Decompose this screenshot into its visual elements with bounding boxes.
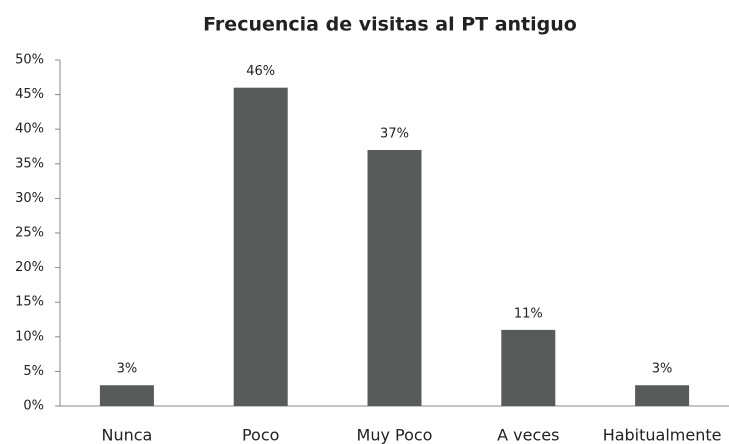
data-label: 37% — [380, 126, 409, 141]
data-label: 3% — [652, 362, 673, 377]
y-tick-label: 25% — [15, 226, 44, 241]
x-tick-label: A veces — [497, 426, 559, 444]
y-tick-label: 0% — [23, 399, 44, 414]
chart-title: Frecuencia de visitas al PT antiguo — [203, 14, 577, 36]
bar — [635, 385, 690, 406]
y-tick-label: 15% — [15, 295, 44, 310]
data-label: 3% — [117, 362, 138, 377]
y-tick-label: 40% — [15, 122, 44, 137]
bar — [501, 329, 556, 406]
bar — [367, 149, 422, 406]
x-tick-label: Poco — [242, 426, 279, 444]
y-tick-label: 45% — [15, 87, 44, 102]
bar — [233, 87, 288, 407]
y-tick-label: 20% — [15, 260, 44, 275]
y-tick-label: 35% — [15, 156, 44, 171]
x-tick-label: Habitualmente — [603, 426, 722, 444]
y-tick-label: 50% — [15, 53, 44, 68]
data-label: 11% — [514, 306, 543, 321]
y-tick-label: 10% — [15, 329, 44, 344]
y-tick-label: 30% — [15, 191, 44, 206]
y-tick-label: 5% — [23, 364, 44, 379]
bar — [99, 385, 154, 406]
x-tick-label: Nunca — [101, 426, 152, 444]
data-label: 46% — [246, 64, 275, 79]
x-tick-label: Muy Poco — [357, 426, 433, 444]
